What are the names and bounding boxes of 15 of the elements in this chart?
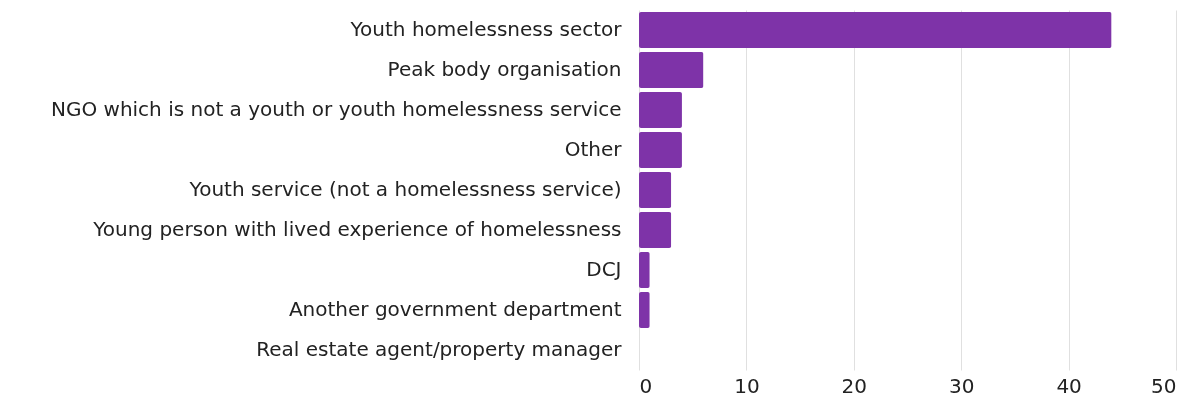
y-tick-label: Young person with lived experience of homelessness bbox=[92, 217, 622, 241]
y-tick-label: NGO which is not a youth or youth homelessness service bbox=[50, 97, 622, 121]
y-tick-label: Real estate agent/property manager bbox=[256, 337, 623, 361]
y-tick-label: Youth homelessness sector bbox=[349, 17, 623, 41]
y-tick-label: Another government department bbox=[288, 297, 622, 321]
y-tick-label: DCJ bbox=[586, 257, 622, 281]
x-tick-label: 30 bbox=[948, 373, 975, 398]
x-tick-label: 10 bbox=[734, 373, 760, 398]
x-tick-label: 0 bbox=[639, 373, 653, 398]
x-tick-label: 20 bbox=[841, 373, 868, 398]
x-tick-label: 50 bbox=[1151, 373, 1177, 398]
y-tick-label: Youth service (not a homelessness service) bbox=[188, 177, 622, 201]
y-tick-label: Other bbox=[564, 137, 623, 161]
y-tick-label: Peak body organisation bbox=[387, 57, 622, 81]
x-tick-label: 40 bbox=[1056, 373, 1082, 398]
